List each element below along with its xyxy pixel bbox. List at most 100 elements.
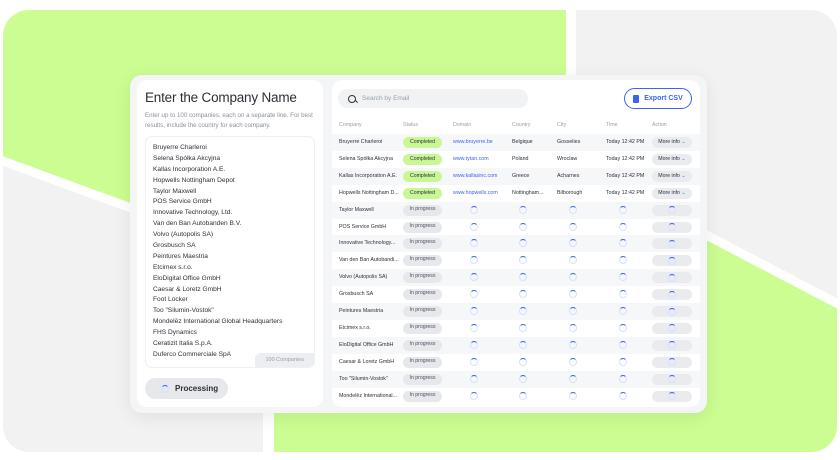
loading-spinner-icon [668, 206, 676, 215]
time-cell: Today 12:42 PM [606, 172, 645, 179]
more-info-button[interactable]: More info ⌄ [652, 170, 692, 182]
status-badge: In progress [403, 204, 442, 216]
loading-spinner-icon [619, 340, 627, 349]
loading-spinner-icon [569, 357, 577, 366]
spinner-icon [161, 384, 169, 393]
loading-spinner-icon [668, 358, 676, 367]
loading-spinner-icon [569, 323, 577, 332]
more-info-button-loading [652, 373, 692, 385]
company-list-item: Foot Locker [153, 296, 188, 304]
status-badge: Completed [403, 187, 442, 199]
city-cell: Acharnes [557, 172, 580, 179]
loading-spinner-icon [569, 273, 577, 282]
company-list-item: Ceratizit Italia S.p.A. [153, 340, 213, 348]
loading-spinner-icon [668, 223, 676, 231]
city-cell: Gosselies [557, 139, 581, 145]
status-badge: In progress [403, 356, 442, 368]
status-badge: In progress [403, 289, 442, 301]
table-row: Kallas Incorporation A.E. Completed www.ka… [332, 167, 700, 185]
company-list-item: Caesar & Loretz GmbH [153, 285, 222, 293]
processing-label: Processing [175, 384, 219, 393]
loading-spinner-icon [519, 307, 527, 315]
table-row: Hopwells Nottingham D... Completed www.hop… [332, 185, 700, 202]
loading-spinner-icon [470, 290, 478, 299]
table-row: Etcimex s.r.o. In progress [332, 320, 700, 337]
company-list-item: Bruyerre Charleroi [153, 144, 207, 151]
search-input[interactable]: Search by Email [338, 89, 528, 108]
table-row: Volvo (Autopolis SA) In progress [332, 269, 700, 287]
company-list-item: Mondelēz International Global Headquarte… [153, 318, 283, 326]
loading-spinner-icon [519, 256, 527, 265]
chevron-down-icon: ⌄ [679, 155, 686, 162]
table-row: Grosbusch SA In progress [332, 286, 700, 303]
company-cell: Innovative Technology... [339, 240, 396, 247]
more-info-button[interactable]: More info ⌄ [652, 187, 692, 199]
company-cell: Volvo (Autopolis SA) [339, 274, 388, 281]
loading-spinner-icon [668, 256, 676, 265]
more-info-button[interactable]: More info ⌄ [652, 153, 692, 165]
table-row: Caesar & Loretz GmbH In progress [332, 354, 700, 371]
city-cell: Bilborough [557, 189, 583, 196]
table-row: Too "Silumin-Vostok" In progress [332, 370, 700, 388]
loading-spinner-icon [619, 290, 627, 299]
more-info-button-loading [652, 289, 692, 301]
company-list-item: Too "Silumin-Vostok" [153, 307, 214, 315]
processing-button[interactable]: Processing [145, 378, 228, 399]
company-cell: Taylor Maxwell [339, 206, 374, 213]
more-info-button-loading [652, 272, 692, 284]
table-row: Selena Spółka Akcyjna Completed www.tytan.… [332, 151, 700, 168]
loading-spinner-icon [569, 239, 577, 248]
domain-link[interactable]: www.bruyerre.be [453, 139, 493, 145]
country-cell: Greece [512, 172, 530, 179]
status-badge: Completed [403, 137, 442, 148]
loading-spinner-icon [668, 307, 676, 316]
domain-link[interactable]: www.kallasinc.com [453, 172, 498, 179]
company-list-item: POS Service GmbH [153, 198, 212, 206]
loading-spinner-icon [569, 222, 577, 231]
company-cell: Hopwells Nottingham D... [339, 189, 399, 196]
more-info-button-loading [652, 255, 692, 267]
company-list-item: Taylor Maxwell [153, 187, 197, 195]
domain-link[interactable]: www.hopwells.com [453, 189, 498, 196]
column-header: Time [606, 122, 618, 128]
loading-spinner-icon [569, 256, 577, 265]
domain-link[interactable]: www.tytan.com [453, 155, 489, 162]
company-list-item: Selena Spółka Akcyjna [153, 154, 221, 162]
search-icon [348, 94, 356, 103]
status-badge: Completed [403, 153, 442, 165]
status-badge: In progress [403, 390, 442, 402]
loading-spinner-icon [619, 205, 627, 214]
status-badge: In progress [403, 306, 442, 317]
status-badge: Completed [403, 170, 442, 182]
company-list-item: Grosbusch SA [153, 242, 196, 250]
loading-spinner-icon [470, 340, 478, 349]
company-list-textarea[interactable]: Bruyerre Charleroi Selena Spółka Akcyjna K… [145, 136, 315, 368]
company-cell: Peintures Maestria [339, 308, 384, 314]
loading-spinner-icon [569, 391, 577, 400]
company-list-item: Volvo (Autopolis SA) [153, 231, 214, 239]
company-list-item: Peintures Maestria [153, 252, 208, 260]
table-header: Company Status Domain Country City Time Action [332, 117, 700, 134]
loading-spinner-icon [519, 239, 527, 248]
status-badge: In progress [403, 373, 442, 385]
export-label: Export CSV [644, 95, 683, 102]
company-cell: Mondelēz International... [339, 392, 398, 399]
loading-spinner-icon [668, 375, 676, 384]
country-cell: Nottingham... [512, 189, 544, 196]
status-badge: In progress [403, 339, 442, 351]
column-header: Company [339, 122, 362, 128]
chevron-down-icon: ⌄ [679, 172, 686, 179]
table-row: Taylor Maxwell In progress [332, 201, 700, 219]
company-cell: Van den Ban Autobandi... [339, 257, 399, 264]
table-row: Van den Ban Autobandi... In progress [332, 252, 700, 269]
export-csv-button[interactable]: Export CSV [624, 88, 692, 109]
more-info-button[interactable]: More info ⌄ [652, 137, 692, 148]
status-badge: In progress [403, 238, 442, 250]
column-header: Domain [453, 122, 472, 128]
table-row: POS Service GmbH In progress [332, 219, 700, 236]
app-card: Enter the Company Name Enter up to 100 c… [130, 75, 707, 413]
loading-spinner-icon [668, 324, 676, 333]
company-cell: Selena Spółka Akcyjna [339, 155, 393, 162]
company-cell: Too "Silumin-Vostok" [339, 375, 388, 382]
loading-spinner-icon [619, 323, 627, 332]
